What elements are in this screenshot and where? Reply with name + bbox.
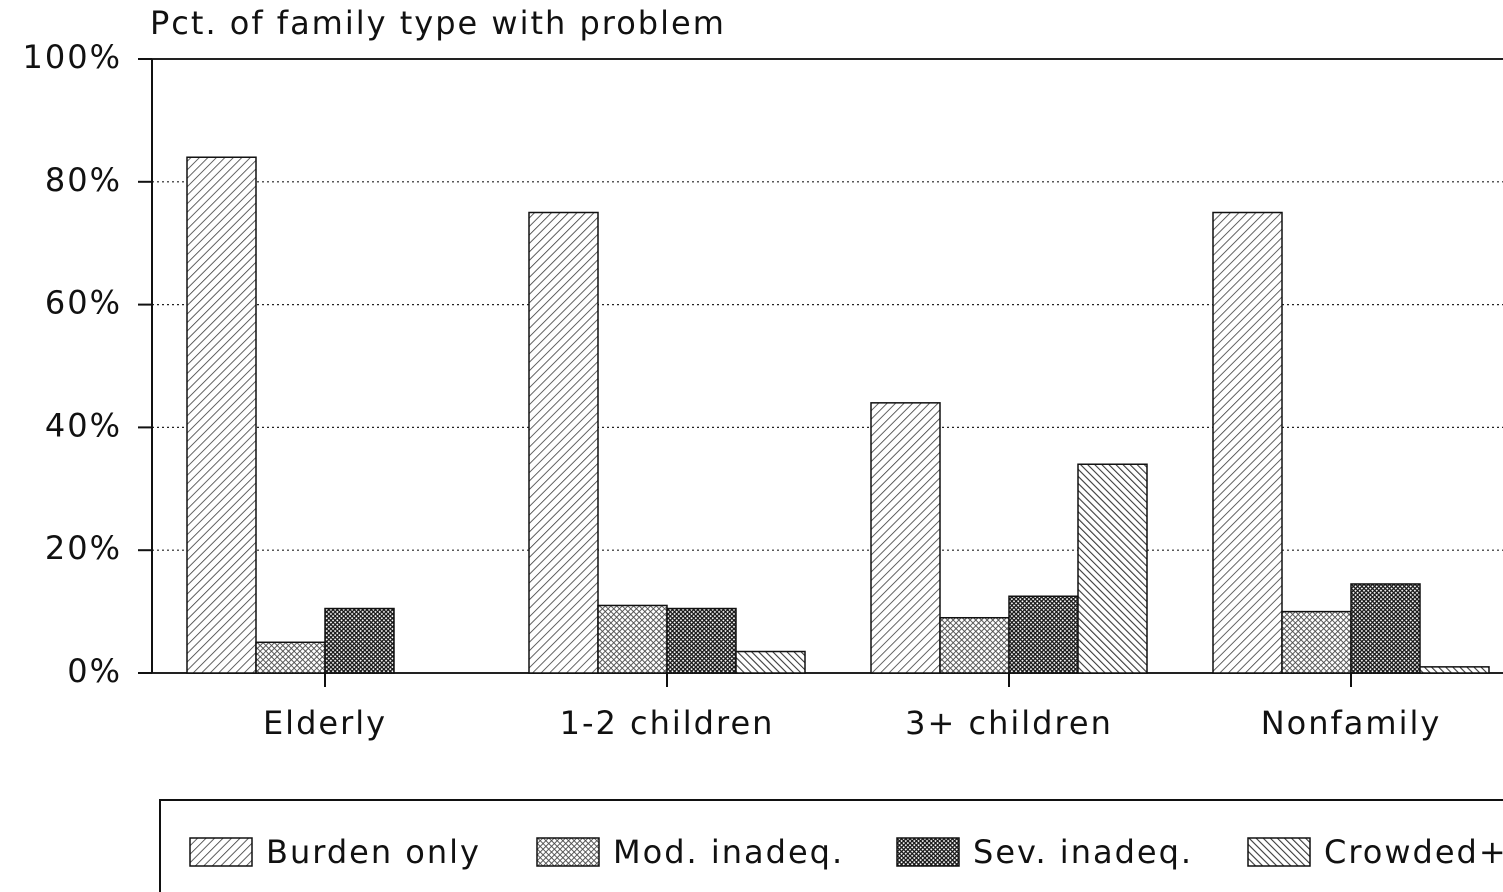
bar bbox=[528, 211, 599, 674]
legend-swatch bbox=[536, 837, 600, 867]
bar bbox=[1008, 595, 1079, 674]
legend-label: Mod. inadeq. bbox=[613, 833, 844, 871]
legend-box bbox=[159, 799, 1503, 892]
x-tick-label: Nonfamily bbox=[1261, 704, 1442, 742]
bar bbox=[1212, 211, 1283, 674]
legend-swatch bbox=[1247, 837, 1311, 867]
y-tick-label: 0% bbox=[67, 652, 122, 690]
y-tick-label: 20% bbox=[45, 529, 122, 567]
bar bbox=[324, 607, 395, 674]
x-tick-label: 3+ children bbox=[905, 704, 1113, 742]
legend-swatch bbox=[896, 837, 960, 867]
chart-title: Pct. of family type with problem bbox=[150, 4, 726, 42]
x-tick-label: Elderly bbox=[263, 704, 387, 742]
y-tick-label: 40% bbox=[45, 406, 122, 444]
bar bbox=[870, 402, 941, 674]
bar bbox=[1281, 610, 1352, 674]
legend-swatch bbox=[189, 837, 253, 867]
legend-label: Crowded+ bbox=[1324, 833, 1503, 871]
bar bbox=[1077, 463, 1148, 674]
bar bbox=[1419, 666, 1490, 674]
bar bbox=[597, 604, 668, 674]
y-tick-label: 60% bbox=[45, 284, 122, 322]
legend-label: Burden only bbox=[266, 833, 481, 871]
bar bbox=[666, 607, 737, 674]
legend-label: Sev. inadeq. bbox=[973, 833, 1193, 871]
y-tick-label: 100% bbox=[23, 38, 122, 76]
bar bbox=[186, 156, 257, 674]
x-tick-label: 1-2 children bbox=[560, 704, 775, 742]
bar bbox=[255, 641, 326, 674]
y-tick-label: 80% bbox=[45, 161, 122, 199]
bar bbox=[939, 616, 1010, 674]
bar bbox=[1350, 583, 1421, 674]
bar bbox=[735, 650, 806, 674]
